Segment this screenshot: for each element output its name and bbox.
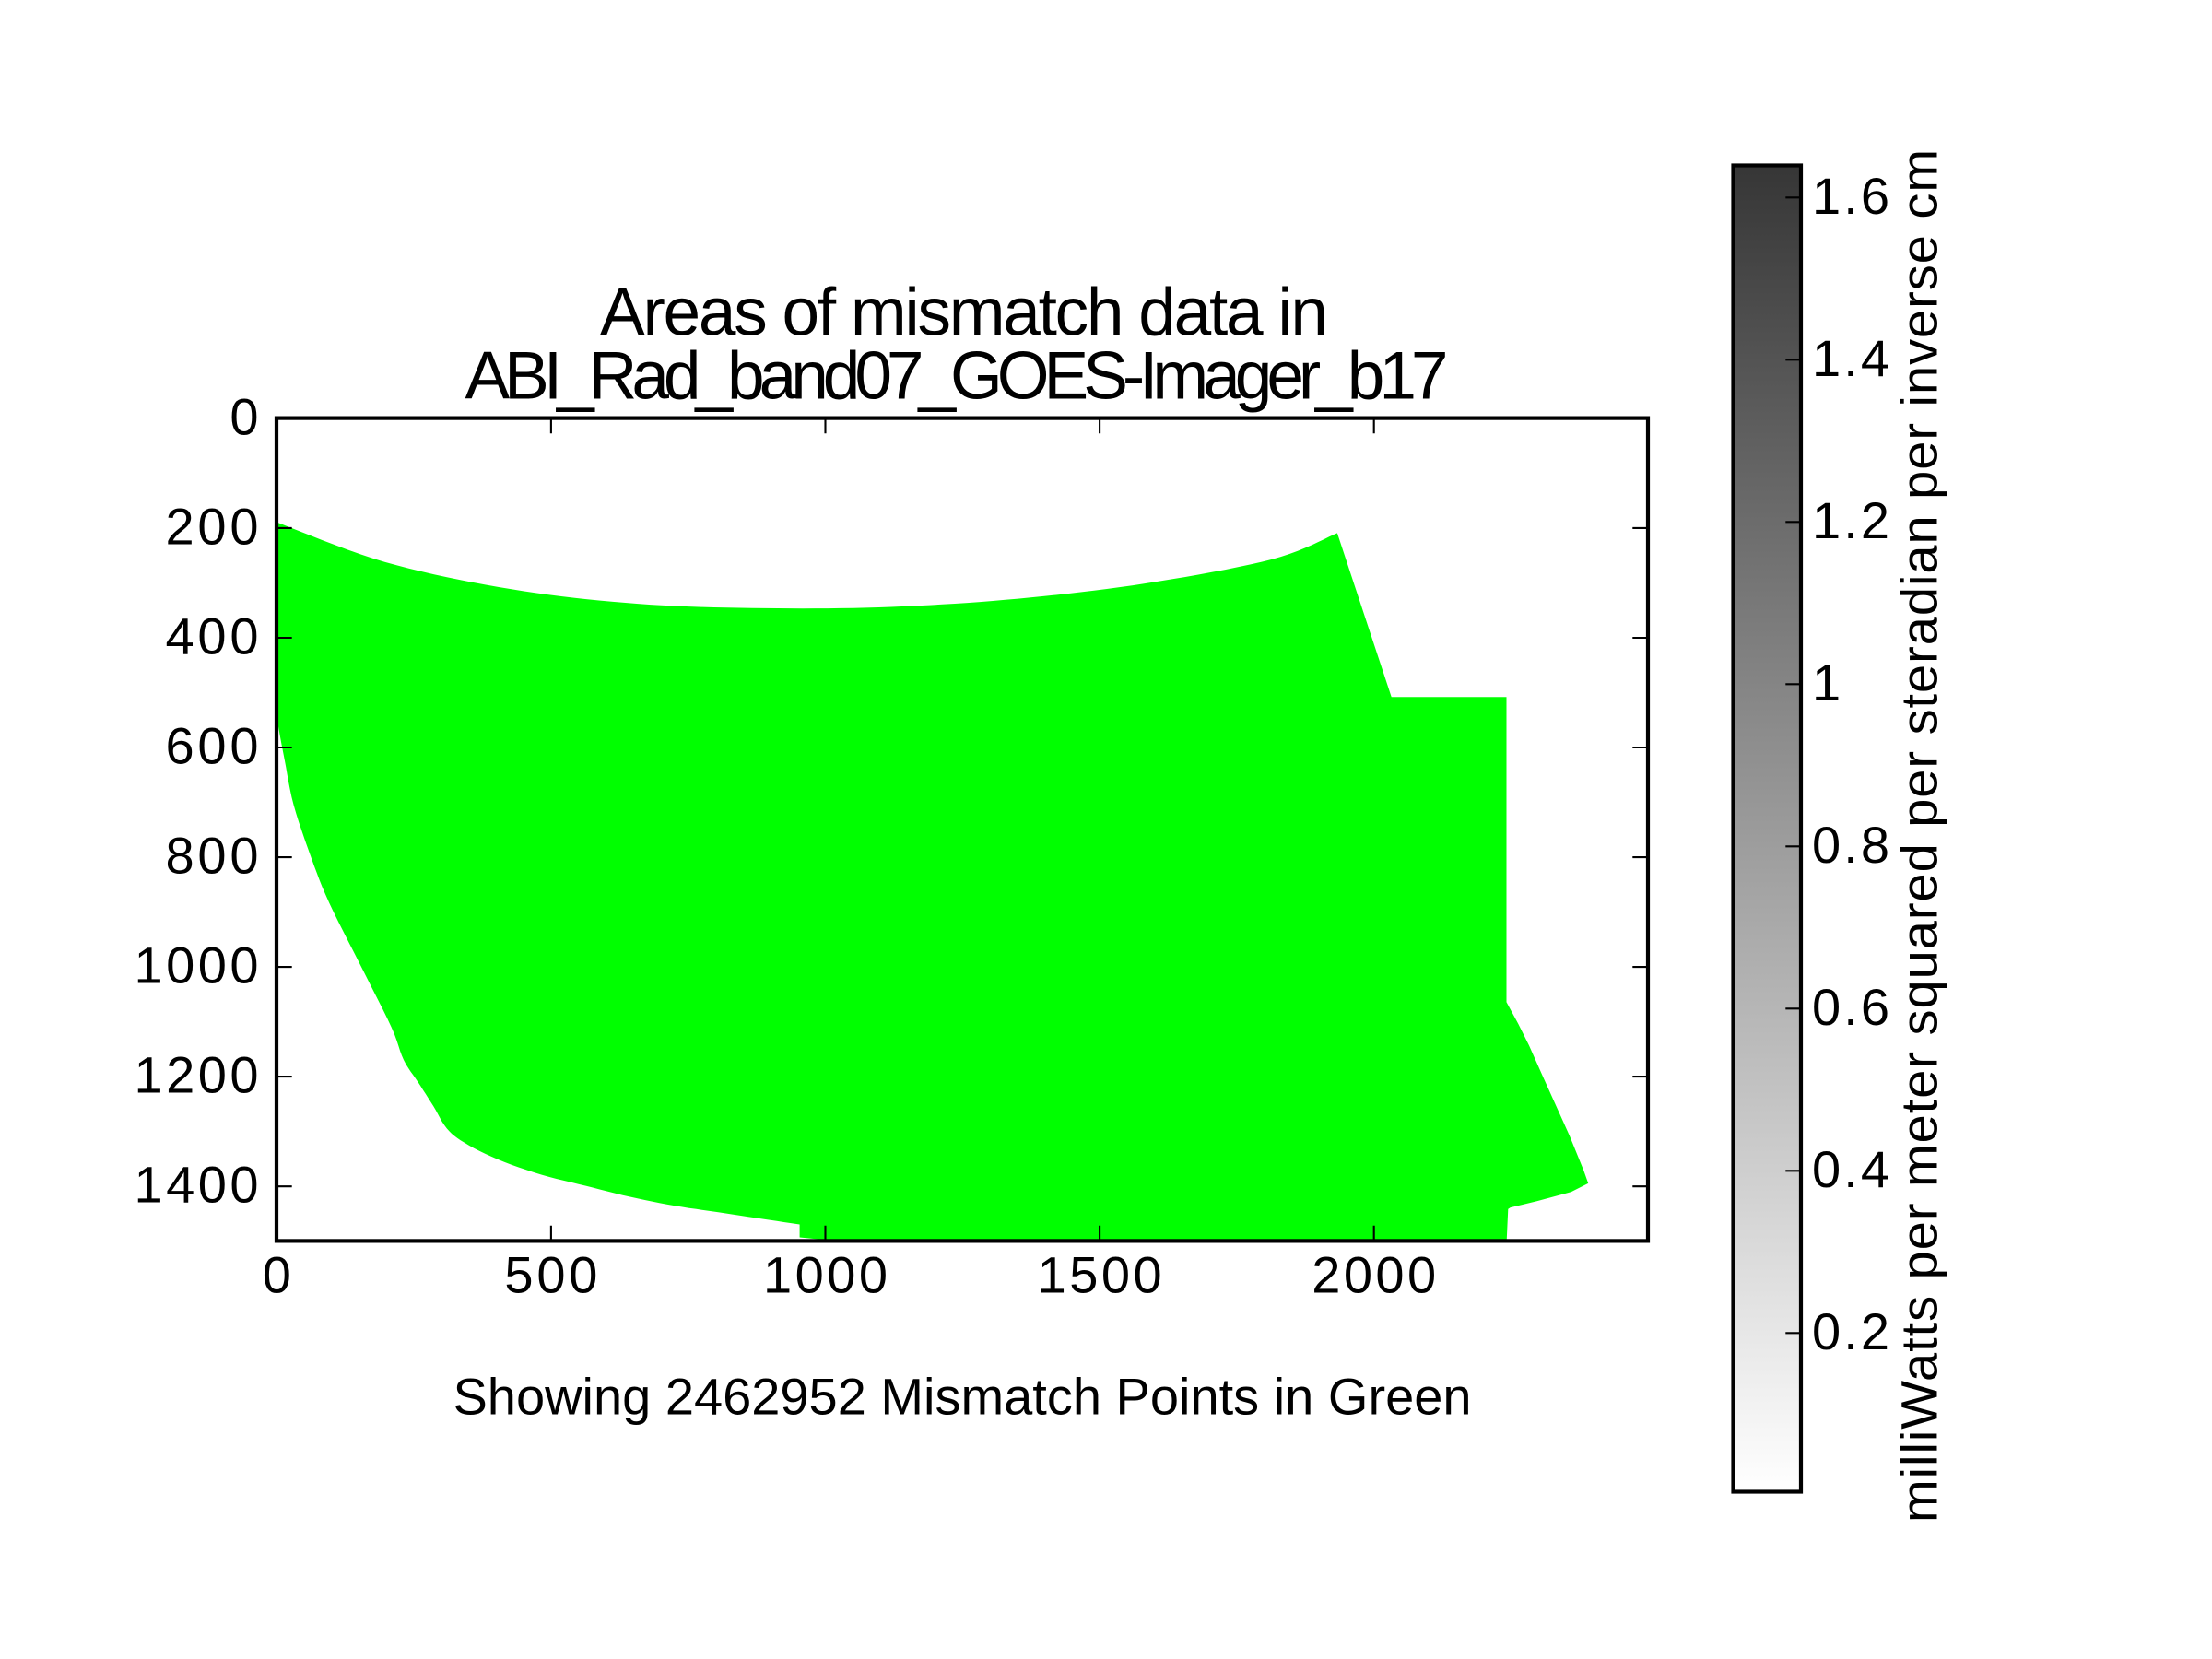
svg-text:1.6: 1.6 <box>1812 167 1889 225</box>
svg-text:milliWatts per meter squared p: milliWatts per meter squared per steradi… <box>1890 149 1948 1523</box>
svg-text:0.4: 0.4 <box>1812 1140 1889 1198</box>
svg-text:1: 1 <box>1812 653 1841 712</box>
svg-text:0.6: 0.6 <box>1812 978 1889 1036</box>
svg-text:600: 600 <box>166 717 259 775</box>
svg-text:500: 500 <box>504 1246 597 1304</box>
svg-text:ABI_Rad_band07_GOES-Imager_b17: ABI_Rad_band07_GOES-Imager_b17 <box>465 339 1449 414</box>
svg-text:Areas of mismatch data in: Areas of mismatch data in <box>600 276 1328 350</box>
svg-text:800: 800 <box>166 827 259 885</box>
svg-text:0.2: 0.2 <box>1812 1302 1889 1360</box>
svg-text:1.2: 1.2 <box>1812 491 1889 549</box>
svg-text:1.4: 1.4 <box>1812 329 1889 387</box>
svg-text:200: 200 <box>166 497 259 555</box>
svg-text:0.8: 0.8 <box>1812 816 1889 874</box>
svg-text:0: 0 <box>229 387 258 445</box>
svg-text:400: 400 <box>166 607 259 665</box>
svg-text:0: 0 <box>263 1246 291 1304</box>
svg-text:Showing 2462952 Mismatch Point: Showing 2462952 Mismatch Points in Green <box>453 1368 1471 1426</box>
